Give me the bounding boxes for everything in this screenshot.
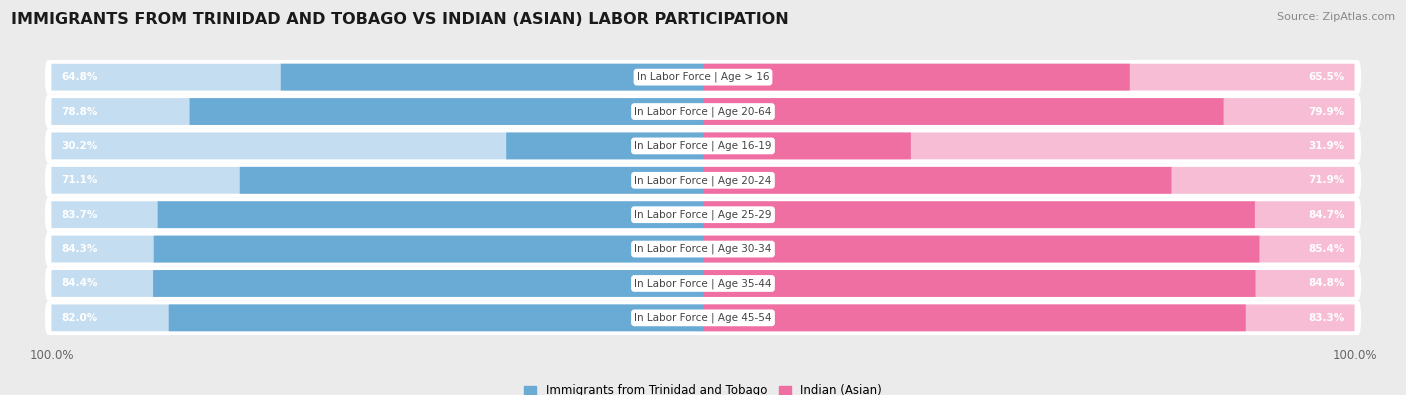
FancyBboxPatch shape [703, 201, 1354, 228]
FancyBboxPatch shape [157, 201, 703, 228]
FancyBboxPatch shape [45, 129, 1361, 163]
FancyBboxPatch shape [703, 270, 1256, 297]
FancyBboxPatch shape [52, 236, 703, 263]
Text: 84.3%: 84.3% [62, 244, 97, 254]
Text: 83.3%: 83.3% [1309, 313, 1344, 323]
FancyBboxPatch shape [703, 98, 1354, 125]
Text: IMMIGRANTS FROM TRINIDAD AND TOBAGO VS INDIAN (ASIAN) LABOR PARTICIPATION: IMMIGRANTS FROM TRINIDAD AND TOBAGO VS I… [11, 12, 789, 27]
Text: In Labor Force | Age 35-44: In Labor Force | Age 35-44 [634, 278, 772, 289]
FancyBboxPatch shape [703, 305, 1246, 331]
Text: 83.7%: 83.7% [62, 210, 97, 220]
FancyBboxPatch shape [45, 301, 1361, 335]
FancyBboxPatch shape [703, 236, 1260, 263]
Text: 82.0%: 82.0% [62, 313, 97, 323]
FancyBboxPatch shape [240, 167, 703, 194]
FancyBboxPatch shape [703, 270, 1354, 297]
FancyBboxPatch shape [190, 98, 703, 125]
FancyBboxPatch shape [169, 305, 703, 331]
FancyBboxPatch shape [45, 60, 1361, 94]
Text: In Labor Force | Age 20-64: In Labor Force | Age 20-64 [634, 106, 772, 117]
Text: 85.4%: 85.4% [1309, 244, 1344, 254]
Text: In Labor Force | Age 20-24: In Labor Force | Age 20-24 [634, 175, 772, 186]
FancyBboxPatch shape [45, 198, 1361, 232]
Text: 78.8%: 78.8% [62, 107, 97, 117]
FancyBboxPatch shape [52, 98, 703, 125]
Text: In Labor Force | Age > 16: In Labor Force | Age > 16 [637, 72, 769, 83]
Text: 84.7%: 84.7% [1309, 210, 1344, 220]
FancyBboxPatch shape [45, 163, 1361, 198]
Text: In Labor Force | Age 30-34: In Labor Force | Age 30-34 [634, 244, 772, 254]
FancyBboxPatch shape [506, 132, 703, 159]
FancyBboxPatch shape [703, 98, 1223, 125]
FancyBboxPatch shape [281, 64, 703, 90]
FancyBboxPatch shape [703, 236, 1354, 263]
Text: Source: ZipAtlas.com: Source: ZipAtlas.com [1277, 12, 1395, 22]
FancyBboxPatch shape [703, 132, 911, 159]
Text: 30.2%: 30.2% [62, 141, 97, 151]
Text: In Labor Force | Age 45-54: In Labor Force | Age 45-54 [634, 312, 772, 323]
Legend: Immigrants from Trinidad and Tobago, Indian (Asian): Immigrants from Trinidad and Tobago, Ind… [520, 380, 886, 395]
Text: 71.1%: 71.1% [62, 175, 97, 185]
FancyBboxPatch shape [52, 132, 703, 159]
FancyBboxPatch shape [45, 266, 1361, 301]
FancyBboxPatch shape [52, 201, 703, 228]
Text: 64.8%: 64.8% [62, 72, 97, 82]
FancyBboxPatch shape [703, 167, 1354, 194]
Text: 84.8%: 84.8% [1309, 278, 1344, 288]
FancyBboxPatch shape [52, 64, 703, 90]
FancyBboxPatch shape [45, 94, 1361, 129]
FancyBboxPatch shape [52, 270, 703, 297]
FancyBboxPatch shape [703, 132, 1354, 159]
FancyBboxPatch shape [703, 167, 1171, 194]
FancyBboxPatch shape [703, 64, 1354, 90]
Text: 65.5%: 65.5% [1309, 72, 1344, 82]
FancyBboxPatch shape [52, 167, 703, 194]
FancyBboxPatch shape [52, 305, 703, 331]
FancyBboxPatch shape [703, 305, 1354, 331]
Text: 79.9%: 79.9% [1309, 107, 1344, 117]
Text: In Labor Force | Age 16-19: In Labor Force | Age 16-19 [634, 141, 772, 151]
FancyBboxPatch shape [703, 64, 1130, 90]
Text: In Labor Force | Age 25-29: In Labor Force | Age 25-29 [634, 209, 772, 220]
FancyBboxPatch shape [153, 236, 703, 263]
FancyBboxPatch shape [703, 201, 1256, 228]
Text: 71.9%: 71.9% [1309, 175, 1344, 185]
Text: 84.4%: 84.4% [62, 278, 97, 288]
Text: 31.9%: 31.9% [1309, 141, 1344, 151]
FancyBboxPatch shape [45, 232, 1361, 266]
FancyBboxPatch shape [153, 270, 703, 297]
